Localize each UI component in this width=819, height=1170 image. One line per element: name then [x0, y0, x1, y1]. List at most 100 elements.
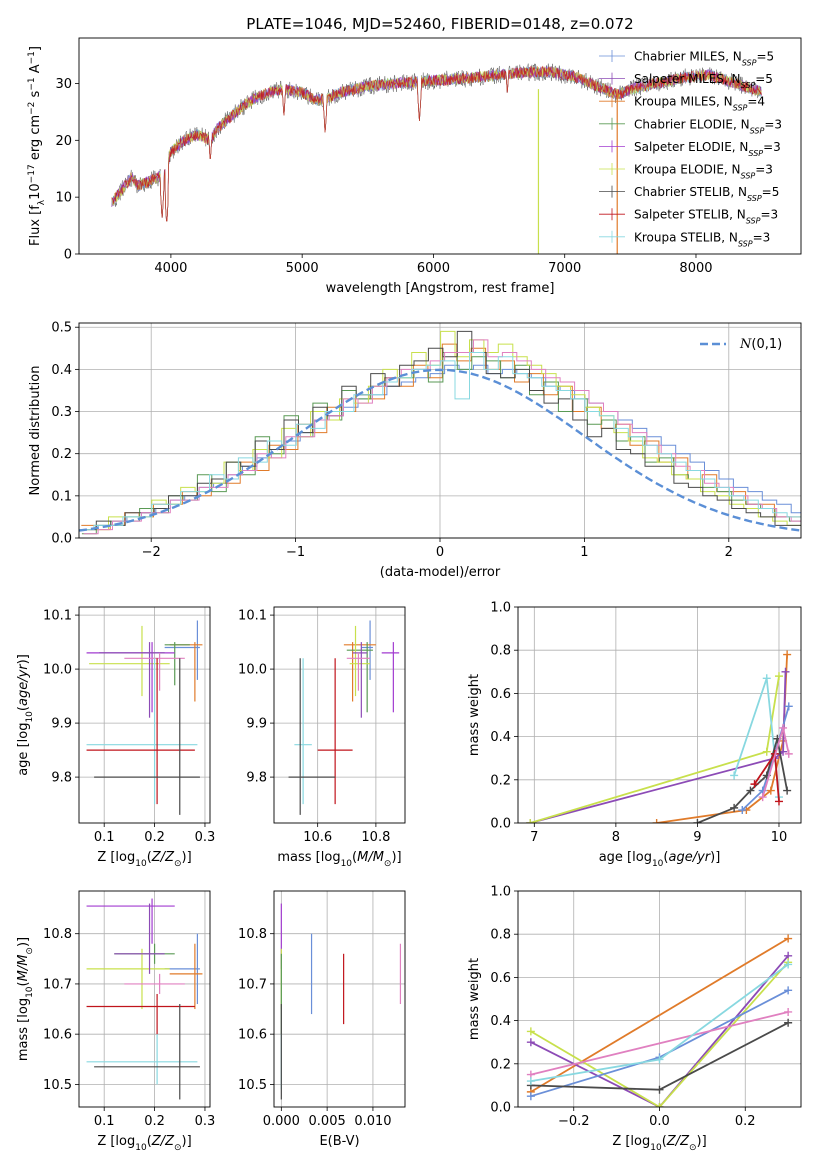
y-axis-label: Flux [fλ10−17 erg cm−2 s−1 A−1] [27, 46, 47, 246]
axes-frame [78, 322, 802, 539]
y-tick-label: 0.5 [51, 321, 72, 336]
age-vs-metallicity-panel: 0.1 0.2 0.39.89.910.010.1Z [log10(Z/Z⊙)]ag… [16, 606, 215, 869]
legend-entry: N(0,1) [739, 337, 782, 352]
figure-title: PLATE=1046, MJD=52460, FIBERID=0148, z=0… [246, 15, 633, 33]
weight-point-marker [762, 674, 771, 683]
label-part: 10 [341, 859, 353, 869]
label-part: E(B-V) [319, 1134, 359, 1149]
legend-text: =5 [762, 185, 780, 199]
label-part: −2 [27, 102, 37, 115]
legend-sub: SSP [748, 148, 763, 157]
label-part: ( [16, 981, 31, 986]
weight-point-marker [526, 819, 535, 823]
weight-point-marker [774, 672, 783, 681]
label-part: )] [697, 1134, 707, 1149]
legend-entry: Salpeter STELIB, NSSP=3 [634, 208, 778, 226]
mass-vs-extinction-panel: 0.000 0.005 0.010 10.5 10.6 10.7 10.8 E(B-V) [238, 890, 406, 1149]
legend-text: =5 [755, 72, 773, 86]
x-tick-label: 1 [580, 545, 588, 560]
y-tick-label: 10 [55, 191, 72, 206]
weight-point-marker [766, 786, 775, 795]
label-part: Z [log [97, 850, 135, 865]
label-part: (data-model)/error [380, 565, 501, 580]
weight-point-marker [652, 819, 661, 823]
label-part: mass weight [467, 958, 482, 1040]
label-part: −1 [27, 51, 37, 64]
y-tick-label: 0.4 [51, 363, 72, 378]
legend-sub: SSP [741, 81, 756, 90]
legend-text: Kroupa MILES, N [634, 95, 733, 109]
label-part: 10 [135, 859, 147, 869]
axes-frame [78, 606, 211, 824]
label-part: ( [352, 850, 357, 865]
x-tick-label: 0.005 [309, 1114, 346, 1129]
y-axis-label: mass weight [467, 958, 482, 1040]
x-tick-label: 0.000 [263, 1114, 300, 1129]
plot-area [86, 898, 203, 1100]
weight-point-marker [738, 806, 747, 815]
label-part: 10 [652, 859, 664, 869]
y-tick-label: 0.0 [490, 1101, 511, 1116]
axes-frame [517, 606, 802, 824]
y-tick-label: 9.8 [51, 771, 72, 786]
y-tick-label: 0.4 [490, 1014, 511, 1029]
x-axis-label: Z [log10(Z/Z⊙)] [97, 850, 191, 869]
legend-text: =5 [756, 50, 774, 64]
label-part: 10 [135, 1143, 147, 1153]
x-axis-label: age [log10(age/yr)] [599, 850, 721, 869]
legend-entry: Chabrier STELIB, NSSP=5 [634, 185, 779, 203]
x-tick-label: 0.2 [144, 1114, 165, 1129]
weight-point-marker [730, 803, 739, 812]
label-part: ( [16, 706, 31, 711]
y-tick-label: 10.7 [43, 977, 72, 992]
x-tick-label: 7 [530, 830, 538, 845]
y-tick-label: 30 [55, 77, 72, 92]
label-part: mass weight [467, 674, 482, 756]
x-tick-label: 0.2 [735, 1114, 756, 1129]
label-part: ( [663, 850, 668, 865]
legend-text: =3 [755, 163, 773, 177]
x-tick-label: 5000 [286, 261, 319, 276]
weight-point-marker [784, 986, 793, 995]
x-tick-label: −2 [142, 545, 161, 560]
x-axis-label: Z [log10(Z/Z⊙)] [97, 1134, 191, 1153]
label-part: Z [log [97, 1134, 135, 1149]
x-tick-label: 7000 [548, 261, 581, 276]
weight-point-marker [655, 1085, 664, 1094]
legend-text: =4 [747, 95, 765, 109]
x-tick-label: 4000 [154, 261, 187, 276]
plot-area [288, 620, 400, 815]
weight-point-marker [783, 786, 792, 795]
grid-lines [79, 323, 801, 539]
y-axis-label: mass [log10(M/M⊙)] [16, 937, 35, 1061]
y-tick-label: 0.1 [51, 489, 72, 504]
histogram-series [81, 330, 801, 531]
y-tick-label: 0.0 [490, 817, 511, 832]
legend: N(0,1) [700, 337, 782, 352]
legend-sub: SSP [733, 103, 748, 112]
label-part: A [28, 64, 43, 77]
label-part: mass [log [16, 998, 31, 1061]
legend-text: Salpeter ELODIE, N [634, 140, 748, 154]
weight-point-marker [693, 819, 702, 823]
x-tick-label: 0.2 [144, 830, 165, 845]
y-tick-label: 10.5 [43, 1078, 72, 1093]
weight-series-line [529, 671, 787, 823]
label-part: Z/Z [151, 850, 175, 865]
histogram-series [79, 330, 801, 531]
label-part: λ [37, 199, 47, 205]
label-part: age [log [599, 850, 652, 865]
label-part: Z/Z [151, 1134, 175, 1149]
label-part: ( [147, 850, 152, 865]
plot-area [526, 934, 793, 1107]
x-axis-label: E(B-V) [319, 1134, 359, 1149]
y-tick-label: 10.8 [238, 927, 267, 942]
y-tick-label: 10.5 [238, 1078, 267, 1093]
y-tick-label: 10.6 [238, 1028, 267, 1043]
weight-point-marker [730, 771, 739, 780]
label-part: −1 [27, 77, 37, 90]
y-tick-label: 9.8 [246, 771, 267, 786]
mass-vs-metallicity-panel: 0.1 0.2 0.310.510.610.710.8Z [log10(Z/Z⊙)]… [16, 890, 215, 1153]
legend-text: Chabrier MILES, N [634, 50, 742, 64]
